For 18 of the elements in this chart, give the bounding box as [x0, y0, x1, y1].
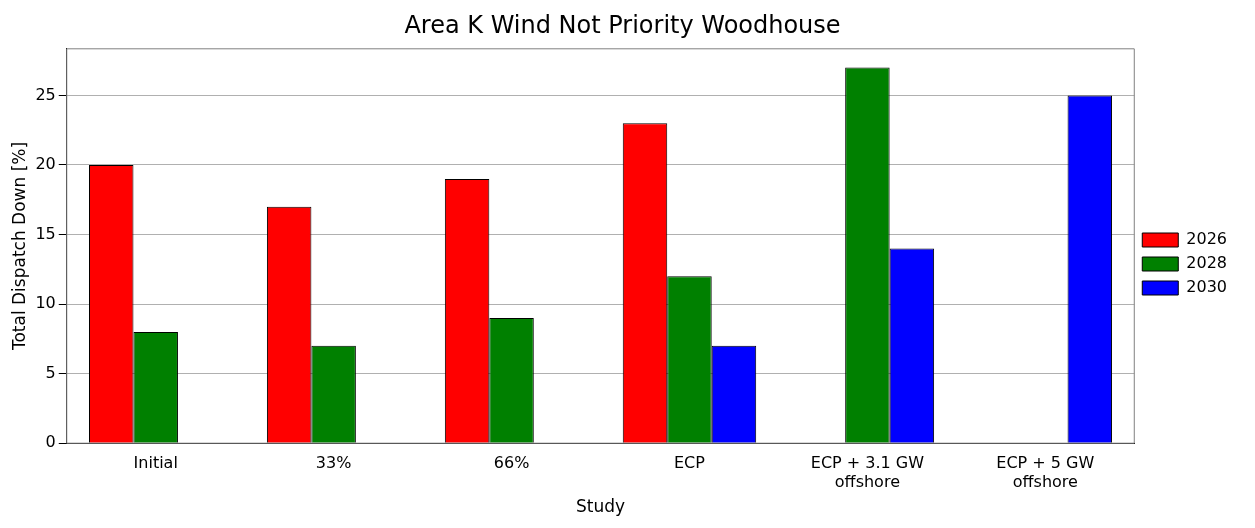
- x-tick-label: ECP + 3.1 GW offshore: [810, 452, 925, 492]
- y-tick-label: 20: [35, 154, 56, 174]
- x-tick-label: ECP + 5 GW offshore: [996, 452, 1095, 492]
- x-tick-label: ECP: [674, 452, 706, 472]
- x-axis-title: Study: [575, 496, 626, 517]
- x-tick-label: Initial: [133, 452, 178, 472]
- y-axis-title: Total Dispatch Down [%]: [8, 141, 29, 352]
- chart-title: Area K Wind Not Priority Woodhouse: [404, 10, 841, 39]
- y-tick-label: 10: [35, 293, 56, 313]
- x-tick-label: 66%: [493, 452, 530, 472]
- y-tick-label: 0: [45, 432, 56, 452]
- x-tick-label: 33%: [315, 452, 352, 472]
- legend-label: 2030: [1186, 277, 1227, 297]
- y-tick-label: 5: [45, 362, 56, 382]
- legend-label: 2028: [1186, 253, 1227, 273]
- legend-label: 2026: [1186, 229, 1227, 249]
- y-tick-label: 15: [35, 223, 56, 243]
- y-tick-label: 25: [35, 84, 56, 104]
